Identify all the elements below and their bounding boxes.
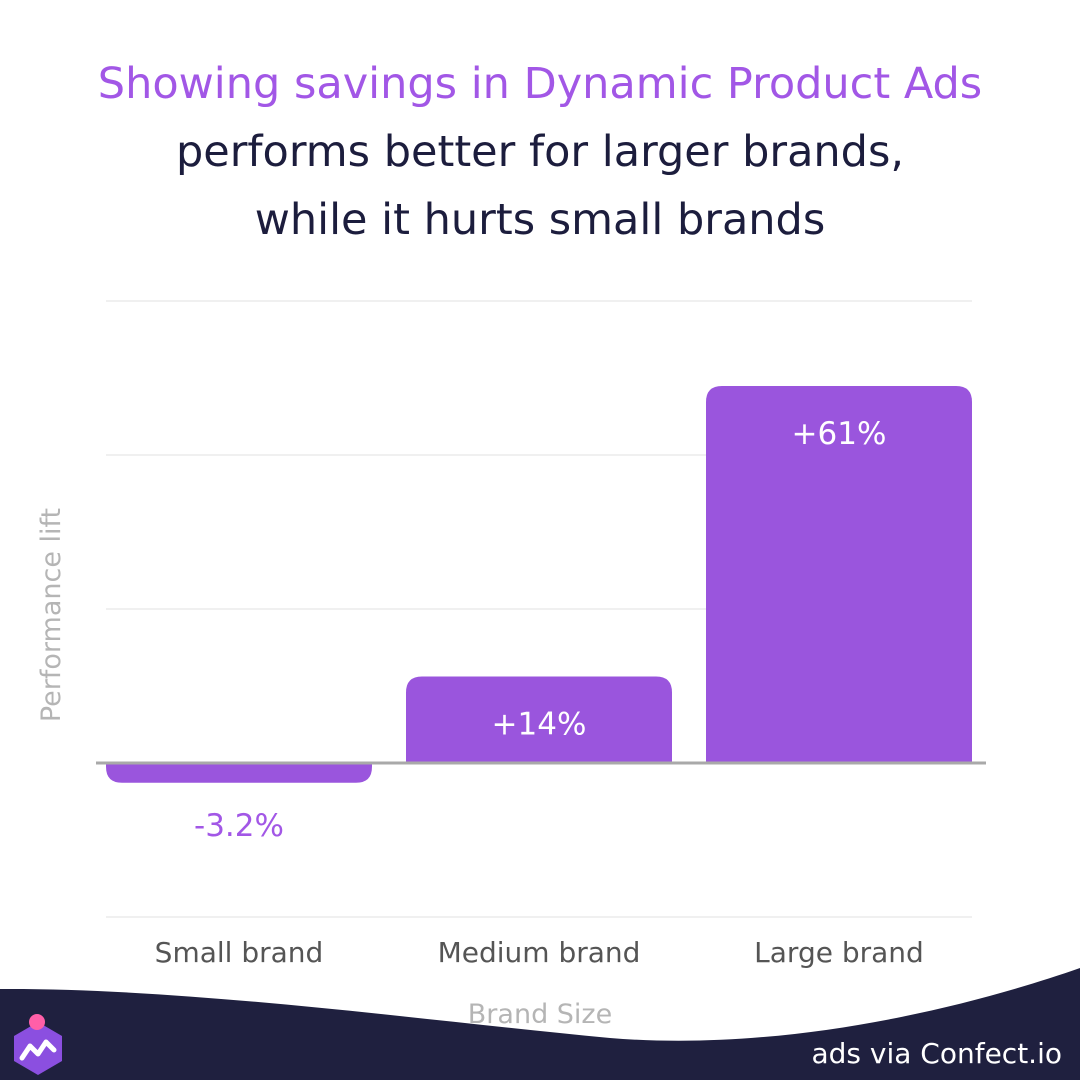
- x-tick-labels: Small brand Medium brand Large brand: [155, 936, 924, 969]
- data-label: +61%: [792, 416, 887, 452]
- footer-credit: ads via Confect.io: [811, 1037, 1062, 1070]
- bar-large-brand: [706, 386, 972, 763]
- data-label: -3.2%: [194, 808, 284, 844]
- title-line-3: while it hurts small brands: [254, 195, 826, 245]
- bar-medium-brand: [406, 676, 672, 763]
- y-axis-label: Performance lift: [36, 508, 67, 722]
- data-labels: -3.2% +14% +61%: [194, 416, 886, 844]
- x-axis-label: Brand Size: [468, 999, 612, 1030]
- x-tick-label: Medium brand: [438, 936, 641, 969]
- bar-small-brand: [106, 763, 372, 783]
- data-label: +14%: [492, 706, 587, 742]
- bars: [106, 386, 972, 783]
- title-line-2: performs better for larger brands,: [175, 127, 905, 177]
- x-tick-label: Large brand: [754, 936, 924, 969]
- title-line-1: Showing savings in Dynamic Product Ads: [97, 59, 983, 109]
- chart-title: Showing savings in Dynamic Product Ads p…: [0, 50, 1080, 254]
- x-tick-label: Small brand: [155, 936, 324, 969]
